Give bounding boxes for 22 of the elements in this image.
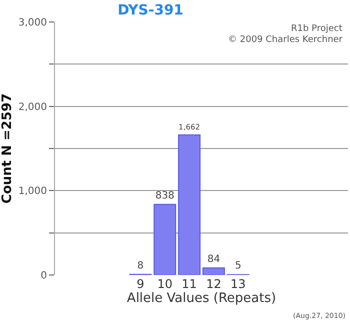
- x-tick-label: 11: [182, 277, 197, 291]
- bar: [154, 204, 176, 275]
- data-label: 838: [155, 190, 174, 202]
- chart-title: DYS-391: [118, 2, 184, 19]
- x-tick-label: 9: [136, 277, 144, 291]
- y-tick-label: 2,000: [18, 102, 47, 113]
- data-label: 84: [207, 254, 220, 265]
- data-label: 1,662: [178, 122, 200, 132]
- x-tick-label: 10: [157, 277, 173, 291]
- x-tick-label: 12: [206, 277, 222, 291]
- y-tick-label: 0: [40, 270, 47, 282]
- data-label: 8: [137, 260, 144, 272]
- y-tick-label: 3,000: [18, 18, 47, 28]
- y-tick-label: 1,000: [18, 186, 47, 198]
- data-label: 5: [234, 260, 242, 272]
- y-axis-title: Count N =2597: [0, 93, 15, 204]
- annotation: © 2009 Charles Kerchner: [228, 35, 343, 45]
- bar: [178, 134, 201, 275]
- x-tick-label: 13: [230, 277, 246, 291]
- bar: [202, 267, 225, 275]
- annotation: R1b Project: [291, 24, 343, 34]
- x-axis-title: Allele Values (Repeats): [126, 291, 276, 306]
